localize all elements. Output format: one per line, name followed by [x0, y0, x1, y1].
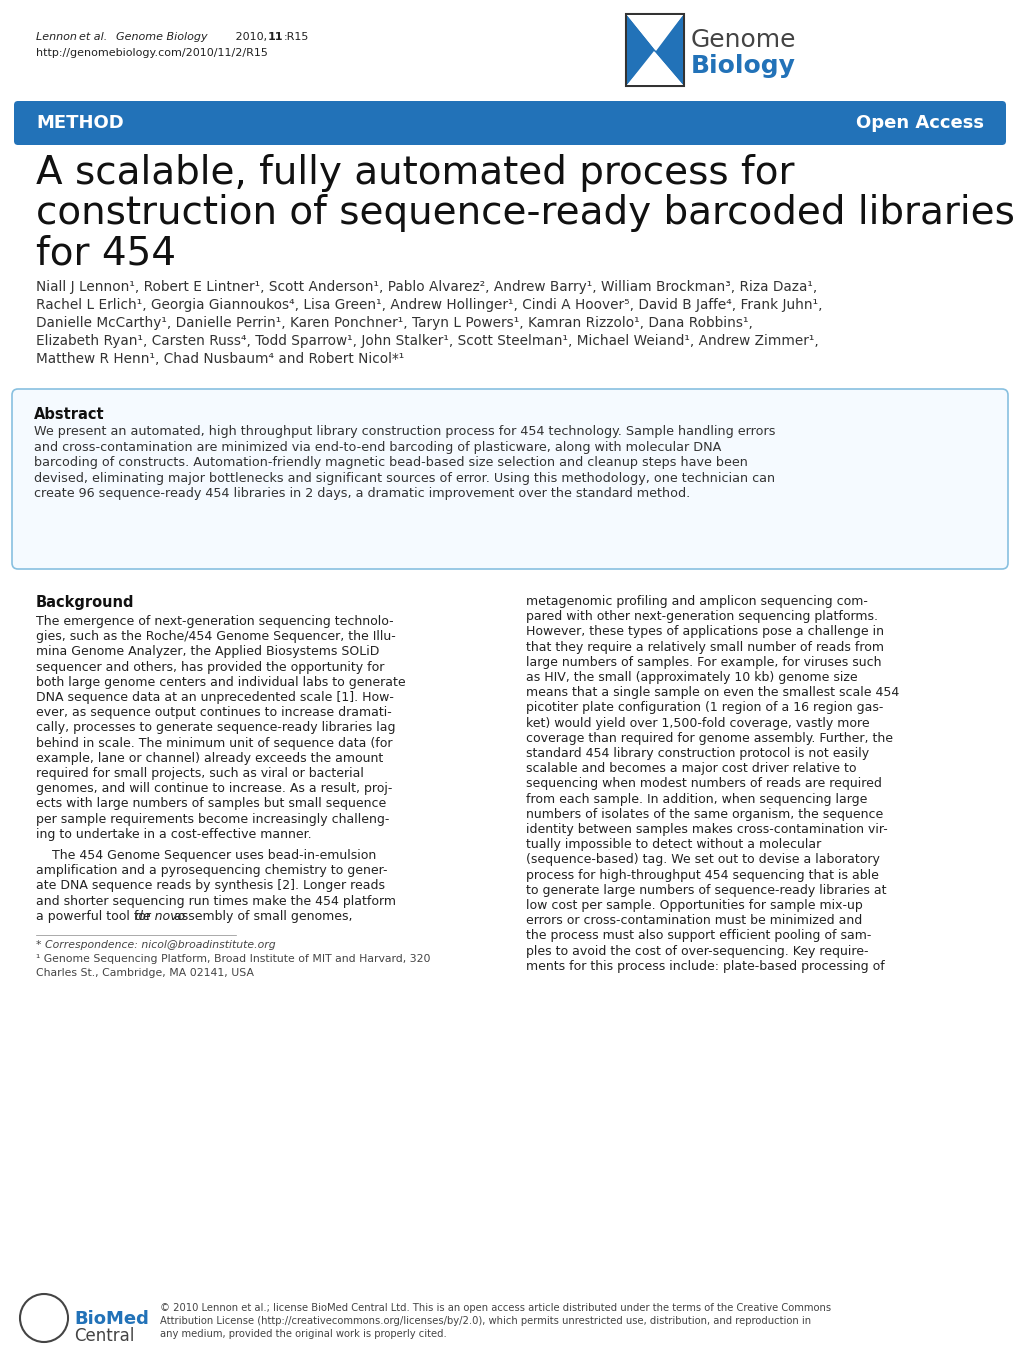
- Polygon shape: [627, 15, 683, 50]
- Text: to generate large numbers of sequence-ready libraries at: to generate large numbers of sequence-re…: [526, 883, 886, 897]
- Text: However, these types of applications pose a challenge in: However, these types of applications pos…: [526, 626, 883, 638]
- Text: coverage than required for genome assembly. Further, the: coverage than required for genome assemb…: [526, 732, 892, 744]
- Text: ket) would yield over 1,500-fold coverage, vastly more: ket) would yield over 1,500-fold coverag…: [526, 717, 869, 729]
- Text: et al.: et al.: [78, 33, 107, 42]
- Text: process for high-throughput 454 sequencing that is able: process for high-throughput 454 sequenci…: [526, 868, 878, 882]
- Text: Background: Background: [36, 595, 135, 610]
- Text: Genome: Genome: [690, 29, 796, 52]
- Text: ever, as sequence output continues to increase dramati-: ever, as sequence output continues to in…: [36, 706, 391, 719]
- Text: Rachel L Erlich¹, Georgia Giannoukos⁴, Lisa Green¹, Andrew Hollinger¹, Cindi A H: Rachel L Erlich¹, Georgia Giannoukos⁴, L…: [36, 298, 821, 312]
- Text: metagenomic profiling and amplicon sequencing com-: metagenomic profiling and amplicon seque…: [526, 595, 867, 608]
- Polygon shape: [653, 15, 683, 84]
- Text: means that a single sample on even the smallest scale 454: means that a single sample on even the s…: [526, 686, 899, 700]
- Text: amplification and a pyrosequencing chemistry to gener-: amplification and a pyrosequencing chemi…: [36, 864, 387, 878]
- Text: barcoding of constructs. Automation-friendly magnetic bead-based size selection : barcoding of constructs. Automation-frie…: [34, 456, 747, 470]
- Text: gies, such as the Roche/454 Genome Sequencer, the Illu-: gies, such as the Roche/454 Genome Seque…: [36, 630, 395, 644]
- Text: create 96 sequence-ready 454 libraries in 2 days, a dramatic improvement over th: create 96 sequence-ready 454 libraries i…: [34, 487, 690, 499]
- Text: tually impossible to detect without a molecular: tually impossible to detect without a mo…: [526, 838, 820, 851]
- Text: de novo: de novo: [135, 911, 184, 923]
- Text: BioMed: BioMed: [74, 1311, 149, 1328]
- Text: The emergence of next-generation sequencing technolo-: The emergence of next-generation sequenc…: [36, 615, 393, 627]
- Text: scalable and becomes a major cost driver relative to: scalable and becomes a major cost driver…: [526, 762, 856, 776]
- Text: as HIV, the small (approximately 10 kb) genome size: as HIV, the small (approximately 10 kb) …: [526, 671, 857, 685]
- Text: DNA sequence data at an unprecedented scale [1]. How-: DNA sequence data at an unprecedented sc…: [36, 691, 393, 704]
- Text: METHOD: METHOD: [36, 114, 123, 132]
- Text: * Correspondence: nicol@broadinstitute.org: * Correspondence: nicol@broadinstitute.o…: [36, 940, 275, 950]
- Text: standard 454 library construction protocol is not easily: standard 454 library construction protoc…: [526, 747, 868, 759]
- Circle shape: [34, 1302, 66, 1334]
- Text: construction of sequence-ready barcoded libraries: construction of sequence-ready barcoded …: [36, 195, 1014, 231]
- Text: the process must also support efficient pooling of sam-: the process must also support efficient …: [526, 930, 870, 942]
- Text: picotiter plate configuration (1 region of a 16 region gas-: picotiter plate configuration (1 region …: [526, 701, 882, 715]
- Text: :R15: :R15: [283, 33, 309, 42]
- Text: both large genome centers and individual labs to generate: both large genome centers and individual…: [36, 676, 406, 689]
- Text: for 454: for 454: [36, 234, 176, 272]
- Polygon shape: [627, 15, 655, 84]
- Text: © 2010 Lennon et al.; license BioMed Central Ltd. This is an open access article: © 2010 Lennon et al.; license BioMed Cen…: [160, 1302, 830, 1313]
- Text: ing to undertake in a cost-effective manner.: ing to undertake in a cost-effective man…: [36, 827, 312, 841]
- Text: example, lane or channel) already exceeds the amount: example, lane or channel) already exceed…: [36, 751, 383, 765]
- Text: Charles St., Cambridge, MA 02141, USA: Charles St., Cambridge, MA 02141, USA: [36, 968, 254, 979]
- Text: sequencer and others, has provided the opportunity for: sequencer and others, has provided the o…: [36, 660, 384, 674]
- Text: large numbers of samples. For example, for viruses such: large numbers of samples. For example, f…: [526, 656, 880, 668]
- Text: ¹ Genome Sequencing Platform, Broad Institute of MIT and Harvard, 320: ¹ Genome Sequencing Platform, Broad Inst…: [36, 954, 430, 964]
- Text: genomes, and will continue to increase. As a result, proj-: genomes, and will continue to increase. …: [36, 783, 392, 795]
- Text: Danielle McCarthy¹, Danielle Perrin¹, Karen Ponchner¹, Taryn L Powers¹, Kamran R: Danielle McCarthy¹, Danielle Perrin¹, Ka…: [36, 316, 752, 329]
- Text: identity between samples makes cross-contamination vir-: identity between samples makes cross-con…: [526, 823, 887, 836]
- Text: any medium, provided the original work is properly cited.: any medium, provided the original work i…: [160, 1328, 446, 1339]
- Text: Elizabeth Ryan¹, Carsten Russ⁴, Todd Sparrow¹, John Stalker¹, Scott Steelman¹, M: Elizabeth Ryan¹, Carsten Russ⁴, Todd Spa…: [36, 333, 818, 348]
- Text: ects with large numbers of samples but small sequence: ects with large numbers of samples but s…: [36, 798, 386, 810]
- Text: Open Access: Open Access: [855, 114, 983, 132]
- Text: and cross-contamination are minimized via end-to-end barcoding of plasticware, a: and cross-contamination are minimized vi…: [34, 441, 720, 453]
- Text: Central: Central: [74, 1327, 135, 1345]
- Text: that they require a relatively small number of reads from: that they require a relatively small num…: [526, 641, 883, 653]
- Text: sequencing when modest numbers of reads are required: sequencing when modest numbers of reads …: [526, 777, 881, 791]
- Text: 11: 11: [268, 33, 283, 42]
- Polygon shape: [627, 50, 683, 84]
- Text: pared with other next-generation sequencing platforms.: pared with other next-generation sequenc…: [526, 610, 877, 623]
- Text: (sequence-based) tag. We set out to devise a laboratory: (sequence-based) tag. We set out to devi…: [526, 853, 879, 867]
- Text: Genome Biology: Genome Biology: [116, 33, 208, 42]
- Text: ples to avoid the cost of over-sequencing. Key require-: ples to avoid the cost of over-sequencin…: [526, 945, 867, 958]
- Text: errors or cross-contamination must be minimized and: errors or cross-contamination must be mi…: [526, 915, 861, 927]
- Text: a powerful tool for: a powerful tool for: [36, 911, 155, 923]
- Text: Niall J Lennon¹, Robert E Lintner¹, Scott Anderson¹, Pablo Alvarez², Andrew Barr: Niall J Lennon¹, Robert E Lintner¹, Scot…: [36, 280, 816, 294]
- Circle shape: [20, 1294, 68, 1342]
- Text: per sample requirements become increasingly challeng-: per sample requirements become increasin…: [36, 813, 389, 826]
- Text: assembly of small genomes,: assembly of small genomes,: [169, 911, 352, 923]
- Bar: [626, 14, 684, 86]
- Text: Attribution License (http://creativecommons.org/licenses/by/2.0), which permits : Attribution License (http://creativecomm…: [160, 1316, 810, 1326]
- Text: ate DNA sequence reads by synthesis [2]. Longer reads: ate DNA sequence reads by synthesis [2].…: [36, 879, 384, 893]
- Text: A scalable, fully automated process for: A scalable, fully automated process for: [36, 154, 794, 192]
- Text: Lennon: Lennon: [36, 33, 81, 42]
- Text: devised, eliminating major bottlenecks and significant sources of error. Using t: devised, eliminating major bottlenecks a…: [34, 471, 774, 485]
- Text: numbers of isolates of the same organism, the sequence: numbers of isolates of the same organism…: [526, 808, 882, 821]
- Text: ments for this process include: plate-based processing of: ments for this process include: plate-ba…: [526, 960, 883, 973]
- Text: from each sample. In addition, when sequencing large: from each sample. In addition, when sequ…: [526, 792, 866, 806]
- Text: behind in scale. The minimum unit of sequence data (for: behind in scale. The minimum unit of seq…: [36, 736, 392, 750]
- FancyBboxPatch shape: [14, 101, 1005, 146]
- Text: Abstract: Abstract: [34, 407, 105, 422]
- Text: and shorter sequencing run times make the 454 platform: and shorter sequencing run times make th…: [36, 894, 395, 908]
- Text: Biology: Biology: [690, 54, 795, 78]
- Text: required for small projects, such as viral or bacterial: required for small projects, such as vir…: [36, 768, 364, 780]
- Text: We present an automated, high throughput library construction process for 454 te: We present an automated, high throughput…: [34, 425, 774, 438]
- Text: low cost per sample. Opportunities for sample mix-up: low cost per sample. Opportunities for s…: [526, 900, 862, 912]
- Text: mina Genome Analyzer, the Applied Biosystems SOLiD: mina Genome Analyzer, the Applied Biosys…: [36, 645, 379, 659]
- FancyBboxPatch shape: [12, 389, 1007, 569]
- Text: cally, processes to generate sequence-ready libraries lag: cally, processes to generate sequence-re…: [36, 721, 395, 735]
- Text: The 454 Genome Sequencer uses bead-in-emulsion: The 454 Genome Sequencer uses bead-in-em…: [36, 849, 376, 862]
- Text: Matthew R Henn¹, Chad Nusbaum⁴ and Robert Nicol*¹: Matthew R Henn¹, Chad Nusbaum⁴ and Rober…: [36, 352, 404, 366]
- Text: 2010,: 2010,: [231, 33, 270, 42]
- Text: http://genomebiology.com/2010/11/2/R15: http://genomebiology.com/2010/11/2/R15: [36, 48, 268, 59]
